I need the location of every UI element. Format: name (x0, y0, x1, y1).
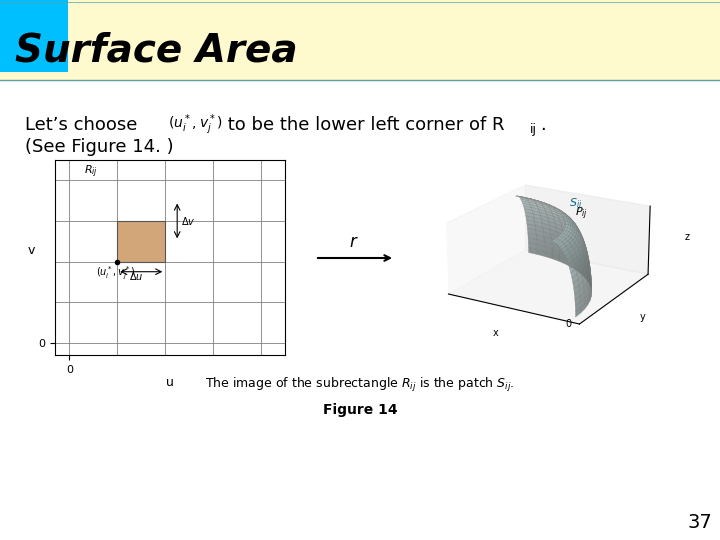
Text: to be the lower left corner of R: to be the lower left corner of R (222, 116, 505, 134)
Text: 37: 37 (688, 512, 712, 531)
Text: The image of the subrectangle $R_{ij}$ is the patch $S_{ij}$.: The image of the subrectangle $R_{ij}$ i… (205, 376, 515, 394)
Text: $\Delta u$: $\Delta u$ (130, 270, 144, 282)
Text: $\Delta v$: $\Delta v$ (181, 215, 195, 227)
Text: $(u_i^*, v_j^*)$: $(u_i^*, v_j^*)$ (168, 113, 223, 137)
Y-axis label: v: v (27, 245, 35, 258)
Text: .: . (540, 116, 546, 134)
X-axis label: u: u (166, 376, 174, 389)
Text: r: r (350, 233, 356, 251)
Text: $R_{ij}$: $R_{ij}$ (84, 164, 98, 180)
FancyBboxPatch shape (117, 221, 165, 261)
X-axis label: x: x (493, 328, 498, 339)
Text: Figure 14: Figure 14 (323, 403, 397, 417)
FancyBboxPatch shape (0, 0, 68, 72)
Text: Let’s choose: Let’s choose (25, 116, 143, 134)
Text: Surface Area: Surface Area (15, 31, 297, 69)
FancyBboxPatch shape (0, 0, 720, 80)
Text: ij: ij (530, 123, 537, 136)
Y-axis label: y: y (639, 313, 645, 322)
Text: $(u_i^*, v_j^*)$: $(u_i^*, v_j^*)$ (96, 265, 135, 282)
Text: (See Figure 14. ): (See Figure 14. ) (25, 138, 174, 156)
